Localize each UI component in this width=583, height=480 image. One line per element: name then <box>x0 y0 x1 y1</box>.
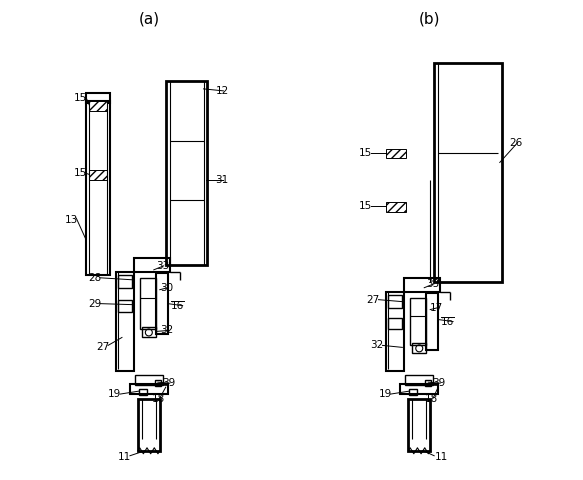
Bar <box>408 399 430 451</box>
Bar <box>139 389 147 395</box>
Text: 15: 15 <box>74 93 87 103</box>
Bar <box>409 389 417 395</box>
Text: 39: 39 <box>432 378 445 388</box>
Text: 27: 27 <box>96 342 110 352</box>
Bar <box>410 298 426 346</box>
Bar <box>86 93 110 103</box>
Bar <box>89 170 107 180</box>
Text: 32: 32 <box>371 340 384 350</box>
Text: 18: 18 <box>152 394 165 404</box>
Bar <box>138 399 160 451</box>
Bar <box>116 272 134 371</box>
Bar <box>130 384 168 394</box>
Bar <box>405 278 440 292</box>
Text: 15: 15 <box>359 147 372 157</box>
Bar <box>388 295 402 308</box>
Text: (a): (a) <box>138 12 159 27</box>
Text: 18: 18 <box>425 394 438 404</box>
Bar <box>156 273 168 335</box>
Bar <box>140 278 156 329</box>
Text: 31: 31 <box>216 175 229 185</box>
Text: 27: 27 <box>367 295 380 305</box>
Bar <box>387 292 405 371</box>
Text: 32: 32 <box>160 325 173 336</box>
Text: 12: 12 <box>216 86 229 96</box>
Bar <box>118 300 132 312</box>
Text: 13: 13 <box>64 215 78 225</box>
Text: 19: 19 <box>378 389 392 399</box>
Bar <box>86 101 110 275</box>
Text: 29: 29 <box>88 299 101 309</box>
Text: 33: 33 <box>156 261 169 271</box>
Text: 15: 15 <box>359 201 372 211</box>
Text: 15: 15 <box>74 168 87 179</box>
Text: 16: 16 <box>441 316 454 326</box>
Text: 26: 26 <box>510 138 523 147</box>
Text: 11: 11 <box>118 452 131 462</box>
Text: 39: 39 <box>161 378 175 388</box>
Text: 30: 30 <box>160 283 173 293</box>
Bar <box>434 63 502 282</box>
Bar <box>135 375 163 385</box>
Text: 16: 16 <box>171 300 184 311</box>
Text: 28: 28 <box>88 273 101 283</box>
Text: 17: 17 <box>430 302 444 312</box>
Bar <box>405 375 433 385</box>
Bar <box>387 148 406 158</box>
Bar <box>412 343 426 353</box>
Bar <box>426 293 438 350</box>
Text: (b): (b) <box>419 12 440 27</box>
Text: 19: 19 <box>108 389 121 399</box>
Bar <box>89 101 107 111</box>
Bar <box>118 275 132 288</box>
Text: 11: 11 <box>435 452 448 462</box>
Bar <box>388 318 402 329</box>
Bar <box>134 258 170 272</box>
Bar <box>166 81 208 265</box>
Bar <box>425 380 431 386</box>
Bar <box>401 384 438 394</box>
Text: 33: 33 <box>426 279 440 289</box>
Bar <box>155 380 161 386</box>
Bar <box>387 202 406 212</box>
Bar <box>142 327 156 337</box>
